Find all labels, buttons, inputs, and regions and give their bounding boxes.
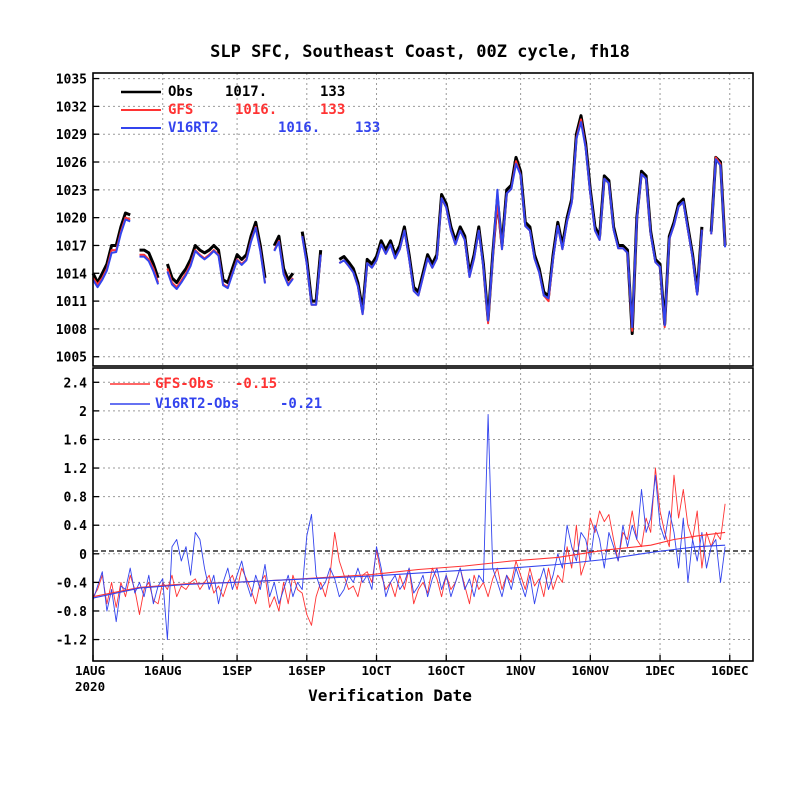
pressure-series-line bbox=[710, 158, 727, 248]
pressure-series-line bbox=[338, 121, 703, 329]
pressure-y-ticks: 1005 1008 1011 1014 1017 1020 1023 1026 1029 1032… bbox=[56, 73, 99, 366]
pressure-y-tick-label: 1008 bbox=[56, 323, 87, 338]
x-tick-label: 16OCT bbox=[427, 663, 465, 678]
legend-v16rt2-mean: 1016. bbox=[278, 120, 320, 136]
difference-y-tick-label: 1.2 bbox=[64, 462, 87, 477]
difference-y-tick-label: 2 bbox=[79, 405, 87, 420]
pressure-y-tick-label: 1005 bbox=[56, 351, 87, 366]
pressure-legend: Obs 1017. 133 GFS 1016. 133 V16RT2 1016.… bbox=[121, 84, 380, 136]
pressure-series-line bbox=[92, 216, 131, 286]
legend-gfs-obs-mean: -0.15 bbox=[235, 376, 277, 392]
pressure-y-tick-label: 1029 bbox=[56, 128, 87, 143]
difference-series bbox=[92, 414, 726, 641]
legend-gfs-mean: 1016. bbox=[235, 102, 277, 118]
legend-v16rt2-name: V16RT2 bbox=[168, 120, 219, 136]
legend-gfs-count: 133 bbox=[320, 102, 345, 118]
legend-gfs-obs-name: GFS-Obs bbox=[155, 376, 214, 392]
difference-y-tick-label: 0.4 bbox=[64, 519, 88, 534]
difference-y-tick-label: 2.4 bbox=[64, 376, 88, 391]
pressure-y-tick-label: 1020 bbox=[56, 212, 87, 227]
difference-series-line bbox=[92, 414, 726, 641]
legend-obs-mean: 1017. bbox=[225, 84, 267, 100]
legend-obs-name: Obs bbox=[168, 84, 193, 100]
difference-panel: -1.2 -0.8 -0.4 0 0.4 0.8 1.2 1.6 2 2.4 GFS-Obs -0… bbox=[56, 367, 754, 662]
pressure-series-line bbox=[92, 218, 131, 289]
pressure-y-tick-label: 1017 bbox=[56, 239, 87, 254]
difference-y-tick-label: -1.2 bbox=[56, 634, 87, 649]
pressure-y-tick-label: 1014 bbox=[56, 267, 87, 282]
x-tick-label: 1NOV bbox=[506, 663, 537, 678]
difference-y-tick-label: -0.8 bbox=[56, 605, 87, 620]
x-tick-label: 1OCT bbox=[361, 663, 391, 678]
difference-y-tick-label: -0.4 bbox=[56, 576, 87, 591]
legend-v16rt2-obs-name: V16RT2-Obs bbox=[155, 396, 239, 412]
pressure-y-tick-label: 1035 bbox=[56, 73, 87, 88]
x-tick-label: 1SEP bbox=[222, 663, 252, 678]
pressure-series-line bbox=[166, 226, 266, 290]
x-axis-label: Verification Date bbox=[308, 686, 472, 705]
difference-y-tick-label: 1.6 bbox=[64, 433, 88, 448]
pressure-series-line bbox=[165, 220, 267, 285]
pressure-series-line bbox=[91, 211, 131, 285]
legend-obs-count: 133 bbox=[320, 84, 345, 100]
pressure-series-line bbox=[139, 248, 160, 279]
pressure-series-line bbox=[139, 255, 160, 285]
pressure-series-line bbox=[301, 236, 322, 306]
pressure-plot-frame bbox=[92, 72, 754, 367]
x-tick-label: 16SEP bbox=[288, 663, 326, 678]
difference-series-line bbox=[92, 467, 726, 626]
x-tick-label: 1AUG bbox=[75, 663, 105, 678]
x-tick-label: 16DEC bbox=[711, 663, 749, 678]
legend-gfs-name: GFS bbox=[168, 102, 193, 118]
difference-y-tick-label: 0.8 bbox=[64, 491, 88, 506]
difference-y-ticks: -1.2 -0.8 -0.4 0 0.4 0.8 1.2 1.6 2 2.4 bbox=[56, 376, 99, 649]
difference-series-line bbox=[92, 544, 726, 599]
x-tick-label: 16NOV bbox=[572, 663, 610, 678]
legend-v16rt2-obs-mean: -0.21 bbox=[280, 396, 322, 412]
pressure-panel: 1005 1008 1011 1014 1017 1020 1023 1026 1029 1032… bbox=[56, 72, 754, 367]
pressure-grid bbox=[93, 73, 753, 366]
pressure-y-tick-label: 1032 bbox=[56, 100, 87, 115]
pressure-y-tick-label: 1026 bbox=[56, 156, 87, 171]
x-tick-label: 1DEC bbox=[645, 663, 675, 678]
difference-plot-frame bbox=[92, 367, 754, 662]
pressure-y-tick-label: 1011 bbox=[56, 295, 87, 310]
x-axis-year: 2020 bbox=[75, 679, 105, 694]
x-tick-label: 16AUG bbox=[144, 663, 182, 678]
difference-grid bbox=[93, 368, 753, 661]
chart-title: SLP SFC, Southeast Coast, 00Z cycle, fh1… bbox=[210, 42, 630, 62]
pressure-y-tick-label: 1023 bbox=[56, 184, 87, 199]
pressure-series-line bbox=[273, 240, 294, 287]
difference-y-tick-label: 0 bbox=[79, 548, 87, 563]
x-axis-ticks: 1AUG 16AUG 1SEP 16SEP 1OCT 16OCT 1NOV 16NOV 1DEC… bbox=[75, 655, 749, 678]
legend-v16rt2-count: 133 bbox=[355, 120, 380, 136]
difference-legend: GFS-Obs -0.15 V16RT2-Obs -0.21 bbox=[110, 376, 322, 412]
pressure-series bbox=[91, 114, 727, 335]
